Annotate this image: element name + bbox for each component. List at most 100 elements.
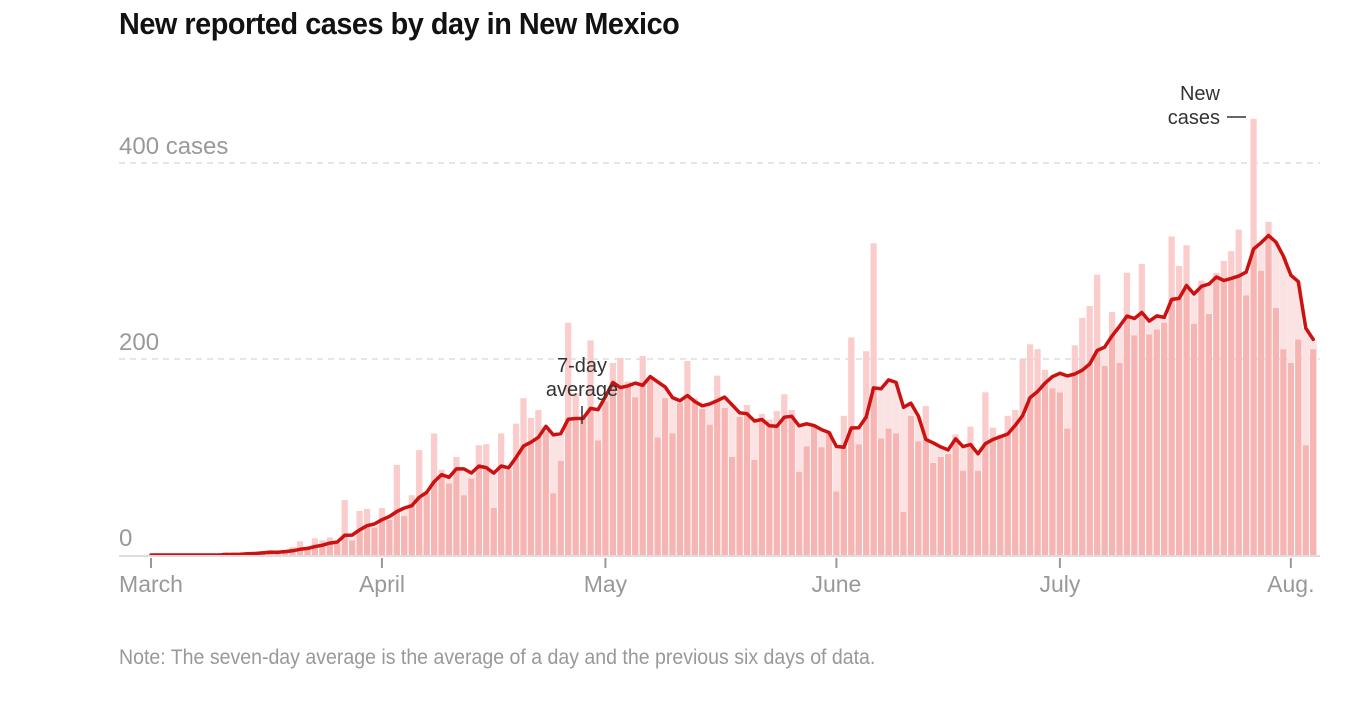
bar-new-cases-below-avg (1034, 391, 1041, 555)
avg-gap-fill (884, 379, 893, 429)
bar-new-cases (341, 500, 348, 555)
bar-new-cases-below-avg (885, 428, 892, 555)
x-tick-label: April (359, 571, 405, 597)
y-tick-label: 200 (119, 329, 159, 356)
bar-new-cases-below-avg (1153, 329, 1160, 555)
bar-new-cases-below-avg (460, 495, 468, 555)
bar-new-cases-below-avg (1026, 397, 1034, 555)
avg-gap-fill (974, 453, 982, 471)
bar-new-cases-below-avg (967, 444, 974, 555)
bar-new-cases-below-avg (617, 387, 624, 555)
bar-new-cases-below-avg (803, 446, 810, 555)
avg-gap-fill (899, 407, 908, 512)
bar-new-cases-below-avg (304, 548, 311, 555)
bar-new-cases-below-avg (349, 540, 356, 555)
bar-new-cases-below-avg (557, 460, 564, 555)
bar-new-cases-below-avg (311, 546, 319, 555)
bar-new-cases-below-avg (974, 470, 982, 555)
avg-gap-fill (832, 446, 841, 492)
avg-gap-fill (1160, 317, 1168, 323)
avg-gap-fill (802, 423, 811, 447)
bar-new-cases-below-avg (334, 542, 341, 555)
bar-new-cases-below-avg (602, 401, 609, 555)
y-axis-ticks: 0 200 400 cases (119, 133, 228, 552)
bar-new-cases-below-avg (1205, 313, 1213, 555)
avg-gap-fill (1048, 376, 1057, 389)
bar-new-cases-below-avg (1161, 322, 1168, 555)
bar-new-cases-below-avg (1101, 365, 1108, 555)
bar-new-cases-below-avg (1250, 248, 1257, 555)
chart-note: Note: The seven-day average is the avera… (119, 646, 876, 669)
bar-new-cases-below-avg (632, 397, 639, 555)
bar-new-cases-below-avg (527, 442, 535, 555)
bar-new-cases-below-avg (959, 470, 967, 555)
bar-new-cases-below-avg (296, 549, 304, 555)
bar-new-cases-below-avg (1302, 445, 1309, 555)
bar-new-cases-below-avg (661, 398, 669, 555)
x-tick-label: June (811, 571, 861, 597)
avg-gap-fill (370, 523, 379, 528)
bar-new-cases-below-avg (855, 444, 862, 555)
bar-new-cases-below-avg (1228, 278, 1235, 555)
bar-new-cases-below-avg (1019, 415, 1026, 555)
avg-gap-fill (1257, 242, 1265, 271)
bar-new-cases-below-avg (1086, 364, 1093, 555)
avg-gap-fill (631, 383, 639, 398)
bar-new-cases-below-avg (341, 535, 348, 555)
bar-new-cases-below-avg (1190, 323, 1198, 555)
bar-new-cases-below-avg (468, 478, 475, 555)
bar-new-cases-below-avg (877, 438, 885, 555)
bar-new-cases-below-avg (900, 511, 907, 555)
bar-new-cases-below-avg (535, 437, 542, 555)
bar-new-cases-below-avg (781, 417, 788, 555)
bar-new-cases-below-avg (363, 525, 371, 555)
avg-gap-fill (1279, 256, 1288, 350)
bar-new-cases-below-avg (766, 425, 773, 555)
bar-new-cases-below-avg (1198, 286, 1205, 555)
bar-new-cases-below-avg (438, 474, 445, 555)
bar-new-cases-below-avg (587, 408, 594, 555)
gridlines (119, 162, 1320, 360)
bar-new-cases-below-avg (512, 457, 520, 555)
bar-new-cases-below-avg (1123, 316, 1131, 555)
bar-new-cases-below-avg (319, 545, 326, 555)
bar-new-cases-below-avg (1175, 298, 1183, 555)
avg-gap-fill (661, 386, 669, 399)
bar-new-cases-below-avg (1056, 392, 1064, 555)
bar-new-cases-below-avg (1310, 349, 1317, 555)
bar-new-cases-below-avg (401, 515, 408, 555)
avg-gap-fill (467, 472, 476, 479)
bar-new-cases-below-avg (669, 433, 676, 555)
bar-new-cases-below-avg (773, 426, 780, 555)
avg-gap-fill (445, 477, 453, 484)
avg-gap-fill (877, 388, 885, 439)
annotation-7-day-average-label: 7-day (557, 355, 607, 377)
bar-new-cases-below-avg (810, 426, 818, 555)
bar-new-cases-below-avg (930, 462, 937, 555)
avg-gap-fill (1242, 272, 1250, 296)
bar-new-cases-below-avg (1079, 370, 1086, 555)
bar-new-cases-below-avg (483, 467, 490, 555)
avg-gap-fill (653, 381, 662, 438)
avg-gap-fill (1056, 373, 1064, 393)
bar-new-cases-below-avg (1183, 285, 1190, 555)
x-axis-ticks: March April May June July Aug. (119, 558, 1315, 597)
avg-gap-fill (750, 421, 759, 460)
bar-new-cases-below-avg (915, 441, 922, 555)
avg-gap-fill (594, 409, 602, 441)
bar-new-cases-below-avg (423, 493, 430, 555)
bar-new-cases-below-avg (870, 387, 877, 555)
x-tick-label: July (1039, 571, 1080, 597)
bar-new-cases-below-avg (937, 457, 944, 555)
bar-new-cases-below-avg (840, 447, 847, 555)
bar-new-cases-below-avg (430, 481, 438, 555)
avg-gap-fill (907, 403, 915, 416)
avg-gap-fill (1063, 375, 1072, 429)
bar-new-cases-below-avg (818, 447, 825, 555)
annotation-7-day-average-label: average (546, 379, 618, 401)
avg-gap-fill (936, 446, 945, 457)
bar-new-cases-below-avg (1220, 280, 1227, 555)
bar-new-cases-below-avg (1064, 428, 1071, 555)
bar-new-cases-below-avg (945, 454, 952, 555)
